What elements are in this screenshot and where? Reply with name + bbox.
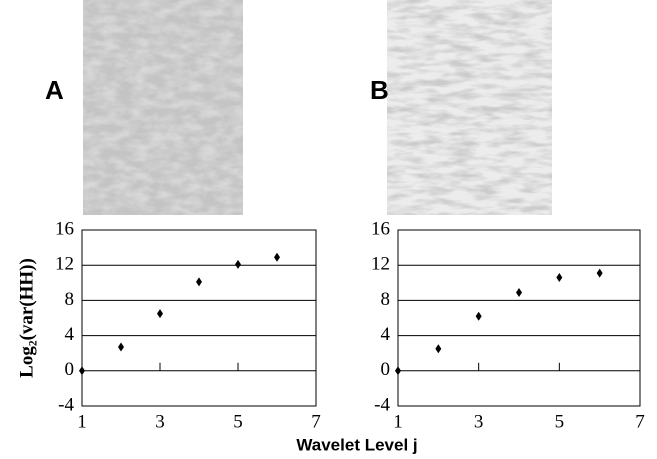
data-point [157, 309, 163, 319]
x-tick-label: 1 [77, 411, 87, 432]
data-point [118, 342, 124, 352]
y-tick-label: 8 [381, 289, 391, 310]
panel-label: B [370, 75, 389, 105]
data-point [274, 252, 280, 262]
data-point [596, 268, 603, 278]
data-point [79, 366, 85, 376]
x-axis-label: Wavelet Level j [296, 435, 417, 454]
data-point [196, 277, 202, 287]
x-tick-label: 3 [155, 411, 165, 432]
x-tick-label: 7 [311, 411, 321, 432]
x-tick-label: 5 [233, 411, 243, 432]
texture-noise [387, 0, 552, 215]
plot-frame [397, 229, 641, 407]
data-point [475, 311, 482, 321]
y-tick-label: 16 [55, 218, 74, 239]
y-tick-label: 12 [371, 254, 390, 275]
y-tick-label: 12 [55, 254, 74, 275]
y-tick-label: -4 [58, 394, 74, 415]
plot-frame [81, 229, 317, 407]
y-axis-label: Log₂(var(HH)) [16, 258, 37, 378]
y-tick-label: 4 [65, 324, 75, 345]
y-tick-label: 8 [65, 289, 75, 310]
x-tick-label: 3 [474, 411, 484, 432]
data-point [556, 273, 563, 283]
y-tick-label: -4 [374, 394, 390, 415]
y-tick-label: 0 [65, 359, 75, 380]
y-tick-label: 4 [381, 324, 391, 345]
data-point [395, 366, 401, 376]
panel-label: A [45, 75, 64, 105]
y-tick-label: 16 [371, 218, 390, 239]
data-point [235, 259, 241, 269]
y-tick-label: 0 [381, 359, 391, 380]
data-point [516, 287, 522, 297]
x-tick-label: 1 [393, 411, 403, 432]
data-point [435, 344, 442, 354]
x-tick-label: 5 [555, 411, 565, 432]
texture-noise [83, 0, 243, 215]
x-tick-label: 7 [635, 411, 645, 432]
